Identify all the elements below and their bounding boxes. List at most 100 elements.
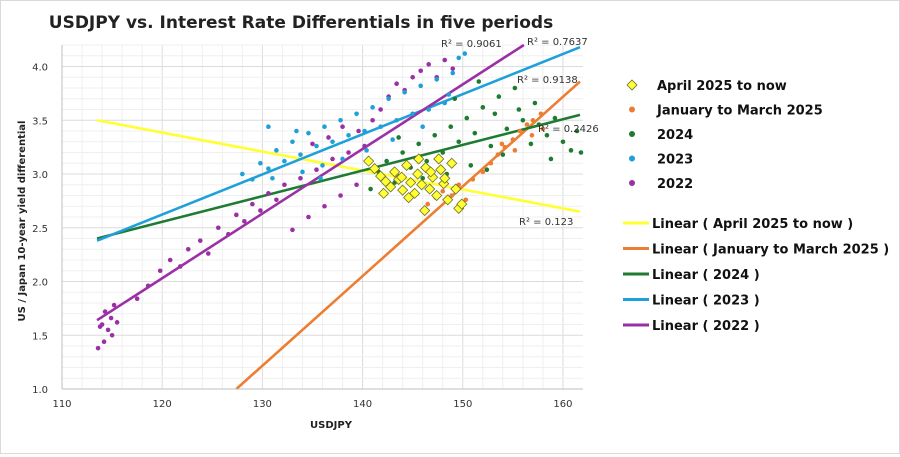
data-point	[431, 189, 443, 202]
data-point	[456, 198, 468, 210]
data-point	[420, 124, 425, 129]
data-point	[362, 128, 367, 134]
data-point	[242, 219, 247, 224]
data-point	[396, 171, 408, 183]
data-point	[385, 181, 397, 193]
data-point	[185, 246, 191, 252]
data-point	[419, 204, 431, 217]
data-point	[528, 141, 534, 147]
data-point	[548, 156, 554, 162]
data-point	[434, 77, 440, 82]
legend-marker	[629, 131, 635, 137]
data-point	[442, 57, 448, 63]
data-point	[574, 128, 580, 134]
data-point	[410, 111, 415, 117]
data-point	[310, 141, 315, 147]
data-point	[368, 186, 373, 192]
data-point	[356, 128, 361, 134]
data-point	[499, 141, 505, 147]
data-point	[439, 172, 451, 184]
legend: April 2025 to now January to March 2025 20…	[623, 79, 889, 334]
data-point	[364, 148, 369, 153]
data-point	[322, 124, 327, 129]
r-squared-label: R² = 0.2426	[538, 124, 599, 135]
data-point	[410, 74, 415, 80]
data-point	[258, 160, 263, 166]
data-point	[440, 188, 446, 194]
data-point	[394, 117, 399, 123]
data-point	[568, 148, 574, 153]
trendline	[96, 113, 581, 240]
axes: 110 120 130 140 150 160 1.0 1.5 2.0 2.5 3.0 3.5 4.0	[32, 45, 583, 410]
data-point	[274, 197, 279, 203]
data-point	[504, 126, 510, 132]
data-point	[426, 62, 432, 67]
data-point	[362, 143, 367, 149]
data-point	[396, 135, 401, 140]
data-point	[340, 156, 345, 162]
data-point	[338, 117, 343, 123]
data-point	[363, 155, 375, 167]
data-point	[270, 176, 275, 181]
data-point	[402, 90, 407, 95]
y-axis-label: US / Japan 10-year yield differential	[17, 121, 28, 322]
data-point	[306, 214, 311, 220]
data-point	[370, 105, 375, 110]
data-point	[346, 150, 351, 155]
x-tick-label: 120	[153, 399, 172, 410]
data-point	[502, 144, 508, 150]
data-point	[389, 166, 401, 178]
x-tick-label: 130	[253, 399, 272, 410]
data-point	[258, 208, 263, 213]
legend-label: Linear ( 2024 )	[652, 268, 760, 283]
data-point	[101, 339, 107, 345]
data-point	[314, 167, 319, 172]
data-point	[282, 182, 287, 188]
data-point	[496, 94, 502, 99]
data-point	[416, 179, 428, 191]
legend-label: Linear ( 2022 )	[652, 319, 760, 334]
data-point	[484, 167, 490, 172]
legend-label: 2023	[657, 153, 693, 168]
data-point	[338, 193, 343, 198]
data-point	[530, 117, 536, 123]
data-point	[413, 153, 425, 165]
data-point	[540, 126, 546, 132]
data-point	[450, 66, 456, 71]
data-point	[394, 81, 399, 86]
data-point	[400, 150, 405, 155]
data-point	[205, 251, 211, 256]
data-point	[326, 135, 331, 140]
data-point	[446, 92, 452, 97]
data-point	[425, 166, 437, 178]
data-point	[538, 111, 544, 117]
data-point	[318, 176, 323, 181]
data-point	[294, 128, 299, 134]
data-point	[397, 184, 409, 196]
data-point	[216, 225, 221, 231]
data-point	[298, 152, 303, 157]
data-point	[517, 128, 523, 134]
trendline	[96, 45, 581, 242]
data-point	[463, 197, 469, 203]
legend-marker	[629, 180, 635, 186]
data-point	[510, 137, 516, 142]
y-tick-label: 1.0	[32, 385, 48, 396]
data-point	[552, 115, 558, 121]
data-point	[524, 122, 530, 127]
data-point	[401, 159, 413, 171]
data-point	[320, 163, 325, 168]
data-point	[134, 296, 140, 302]
data-point	[512, 85, 518, 91]
data-point	[240, 171, 245, 177]
legend-marker	[629, 106, 635, 113]
data-point	[290, 139, 295, 145]
data-point	[102, 309, 108, 314]
data-point	[536, 122, 542, 127]
data-point	[111, 302, 117, 308]
data-point	[330, 139, 335, 145]
legend-label: 2024	[657, 128, 693, 143]
data-point	[403, 192, 415, 204]
